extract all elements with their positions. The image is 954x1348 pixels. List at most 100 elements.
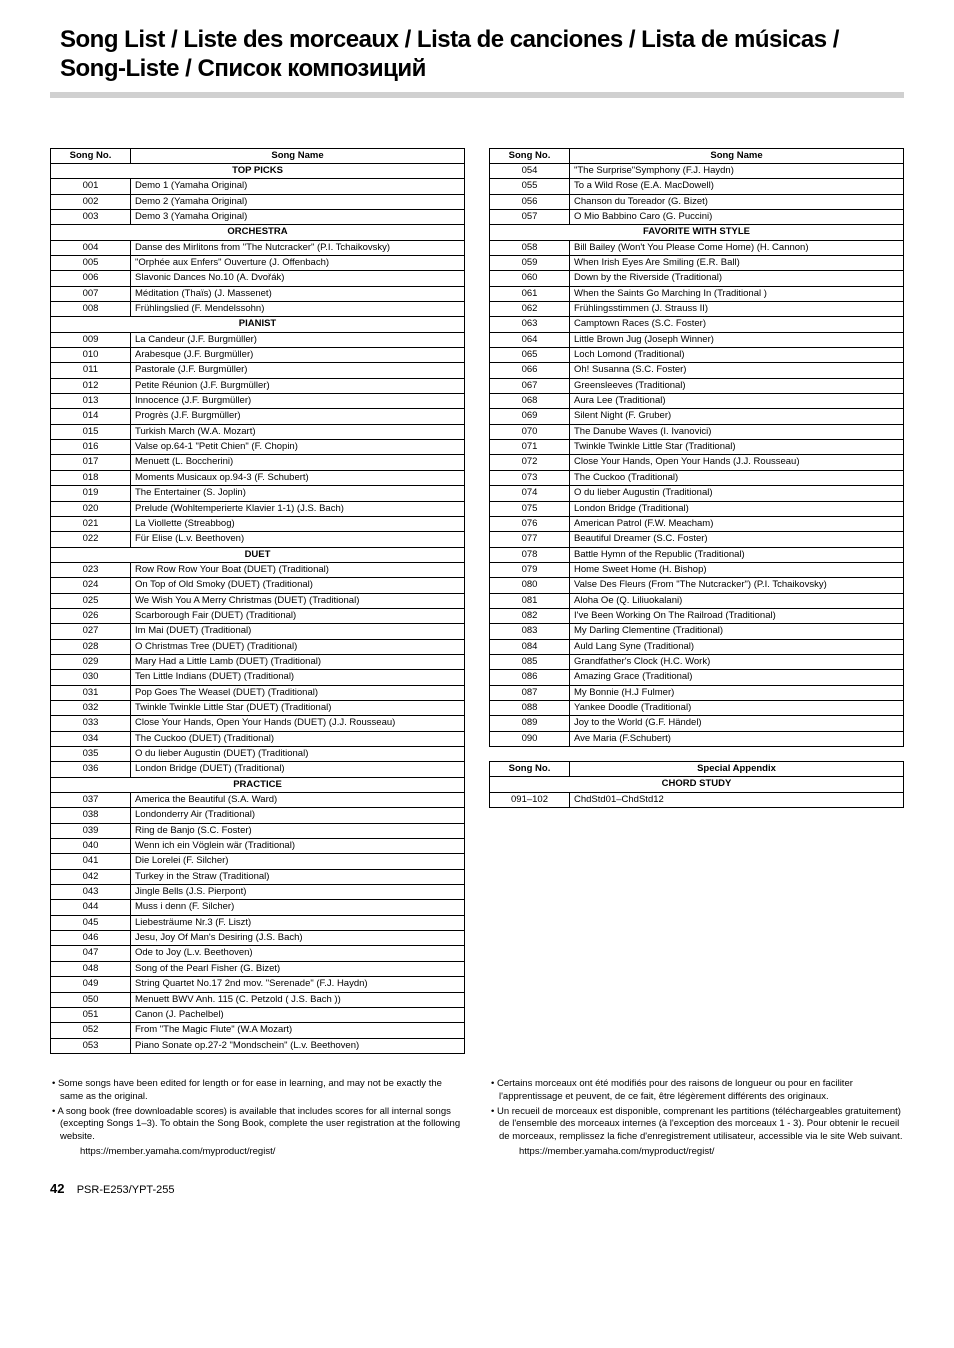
table-row: 027Im Mai (DUET) (Traditional) — [51, 624, 465, 639]
table-row: 061When the Saints Go Marching In (Tradi… — [490, 286, 904, 301]
table-row: 055To a Wild Rose (E.A. MacDowell) — [490, 179, 904, 194]
table-row: 045Liebesträume Nr.3 (F. Liszt) — [51, 915, 465, 930]
table-row: 051Canon (J. Pachelbel) — [51, 1007, 465, 1022]
table-row: 029Mary Had a Little Lamb (DUET) (Tradit… — [51, 654, 465, 669]
song-name-cell: Camptown Races (S.C. Foster) — [570, 317, 904, 332]
song-no-cell: 005 — [51, 256, 131, 271]
song-no-cell: 014 — [51, 409, 131, 424]
song-no-cell: 088 — [490, 700, 570, 715]
song-name-cell: Wenn ich ein Vöglein wär (Traditional) — [131, 839, 465, 854]
song-name-cell: Jingle Bells (J.S. Pierpont) — [131, 885, 465, 900]
table-row: 053Piano Sonate op.27-2 "Mondschein" (L.… — [51, 1038, 465, 1053]
song-name-cell: My Bonnie (H.J Fulmer) — [570, 685, 904, 700]
song-no-cell: 006 — [51, 271, 131, 286]
song-no-cell: 059 — [490, 256, 570, 271]
song-no-cell: 069 — [490, 409, 570, 424]
appendix-section-title: CHORD STUDY — [490, 777, 904, 792]
song-no-cell: 081 — [490, 593, 570, 608]
song-name-cell: Aura Lee (Traditional) — [570, 394, 904, 409]
song-no-cell: 082 — [490, 608, 570, 623]
table-row: 017Menuett (L. Boccherini) — [51, 455, 465, 470]
footnotes: • Some songs have been edited for length… — [50, 1078, 904, 1161]
song-name-cell: Bill Bailey (Won't You Please Come Home)… — [570, 240, 904, 255]
song-name-cell: La Viollette (Streabbog) — [131, 516, 465, 531]
song-no-cell: 045 — [51, 915, 131, 930]
song-no-cell: 070 — [490, 424, 570, 439]
table-row: 050Menuett BWV Anh. 115 (C. Petzold ( J.… — [51, 992, 465, 1007]
section-title: PRACTICE — [51, 777, 465, 792]
song-name-cell: Für Elise (L.v. Beethoven) — [131, 532, 465, 547]
song-name-cell: The Cuckoo (Traditional) — [570, 470, 904, 485]
song-no-cell: 007 — [51, 286, 131, 301]
song-name-cell: My Darling Clementine (Traditional) — [570, 624, 904, 639]
appendix-table: Song No. Special Appendix CHORD STUDY 09… — [489, 761, 904, 808]
table-row: 043Jingle Bells (J.S. Pierpont) — [51, 885, 465, 900]
song-no-cell: 055 — [490, 179, 570, 194]
table-row: 005"Orphée aux Enfers" Ouverture (J. Off… — [51, 256, 465, 271]
song-name-cell: Piano Sonate op.27-2 "Mondschein" (L.v. … — [131, 1038, 465, 1053]
song-name-cell: Yankee Doodle (Traditional) — [570, 700, 904, 715]
song-no-cell: 017 — [51, 455, 131, 470]
table-row: 085Grandfather's Clock (H.C. Work) — [490, 654, 904, 669]
song-name-cell: Grandfather's Clock (H.C. Work) — [570, 654, 904, 669]
table-row: 047Ode to Joy (L.v. Beethoven) — [51, 946, 465, 961]
song-no-cell: 048 — [51, 961, 131, 976]
song-name-cell: Scarborough Fair (DUET) (Traditional) — [131, 608, 465, 623]
song-name-cell: We Wish You A Merry Christmas (DUET) (Tr… — [131, 593, 465, 608]
song-no-cell: 065 — [490, 348, 570, 363]
song-no-cell: 040 — [51, 839, 131, 854]
song-no-cell: 034 — [51, 731, 131, 746]
table-row: 071Twinkle Twinkle Little Star (Traditio… — [490, 440, 904, 455]
table-row: 025We Wish You A Merry Christmas (DUET) … — [51, 593, 465, 608]
table-row: 042Turkey in the Straw (Traditional) — [51, 869, 465, 884]
song-name-cell: Home Sweet Home (H. Bishop) — [570, 562, 904, 577]
song-no-cell: 078 — [490, 547, 570, 562]
song-name-cell: Ring de Banjo (S.C. Foster) — [131, 823, 465, 838]
song-name-cell: London Bridge (Traditional) — [570, 501, 904, 516]
table-row: 060Down by the Riverside (Traditional) — [490, 271, 904, 286]
song-name-cell: Turkey in the Straw (Traditional) — [131, 869, 465, 884]
song-name-cell: American Patrol (F.W. Meacham) — [570, 516, 904, 531]
table-row: 044Muss i denn (F. Silcher) — [51, 900, 465, 915]
page-model: PSR-E253/YPT-255 — [77, 1184, 175, 1196]
table-row: 054"The Surprise"Symphony (F.J. Haydn) — [490, 163, 904, 178]
song-name-cell: The Cuckoo (DUET) (Traditional) — [131, 731, 465, 746]
song-no-cell: 047 — [51, 946, 131, 961]
song-name-cell: The Entertainer (S. Joplin) — [131, 486, 465, 501]
table-row: 083My Darling Clementine (Traditional) — [490, 624, 904, 639]
table-row: 056Chanson du Toreador (G. Bizet) — [490, 194, 904, 209]
song-name-cell: Frühlingsstimmen (J. Strauss II) — [570, 302, 904, 317]
table-row: 068Aura Lee (Traditional) — [490, 394, 904, 409]
appendix-name: ChdStd01–ChdStd12 — [570, 792, 904, 807]
song-name-cell: Petite Réunion (J.F. Burgmüller) — [131, 378, 465, 393]
song-name-cell: Beautiful Dreamer (S.C. Foster) — [570, 532, 904, 547]
song-name-cell: Chanson du Toreador (G. Bizet) — [570, 194, 904, 209]
song-name-cell: London Bridge (DUET) (Traditional) — [131, 762, 465, 777]
song-name-cell: From "The Magic Flute" (W.A Mozart) — [131, 1023, 465, 1038]
song-no-cell: 022 — [51, 532, 131, 547]
table-row: 015Turkish March (W.A. Mozart) — [51, 424, 465, 439]
song-no-cell: 039 — [51, 823, 131, 838]
song-no-cell: 003 — [51, 209, 131, 224]
song-name-cell: Mary Had a Little Lamb (DUET) (Tradition… — [131, 654, 465, 669]
table-row: 075London Bridge (Traditional) — [490, 501, 904, 516]
song-no-cell: 029 — [51, 654, 131, 669]
song-no-cell: 027 — [51, 624, 131, 639]
song-name-cell: Close Your Hands, Open Your Hands (DUET)… — [131, 716, 465, 731]
song-no-cell: 062 — [490, 302, 570, 317]
song-name-cell: Row Row Row Your Boat (DUET) (Traditiona… — [131, 562, 465, 577]
song-no-cell: 012 — [51, 378, 131, 393]
song-name-cell: O Mio Babbino Caro (G. Puccini) — [570, 209, 904, 224]
table-row: 023Row Row Row Your Boat (DUET) (Traditi… — [51, 562, 465, 577]
table-row: 076American Patrol (F.W. Meacham) — [490, 516, 904, 531]
th-song-no: Song No. — [51, 148, 131, 163]
table-row: 079Home Sweet Home (H. Bishop) — [490, 562, 904, 577]
song-no-cell: 084 — [490, 639, 570, 654]
song-no-cell: 075 — [490, 501, 570, 516]
note-text: • A song book (free downloadable scores)… — [50, 1106, 465, 1144]
song-name-cell: Battle Hymn of the Republic (Traditional… — [570, 547, 904, 562]
song-no-cell: 009 — [51, 332, 131, 347]
table-row: 040Wenn ich ein Vöglein wär (Traditional… — [51, 839, 465, 854]
table-row: 028O Christmas Tree (DUET) (Traditional) — [51, 639, 465, 654]
note-text: • Some songs have been edited for length… — [50, 1078, 465, 1104]
